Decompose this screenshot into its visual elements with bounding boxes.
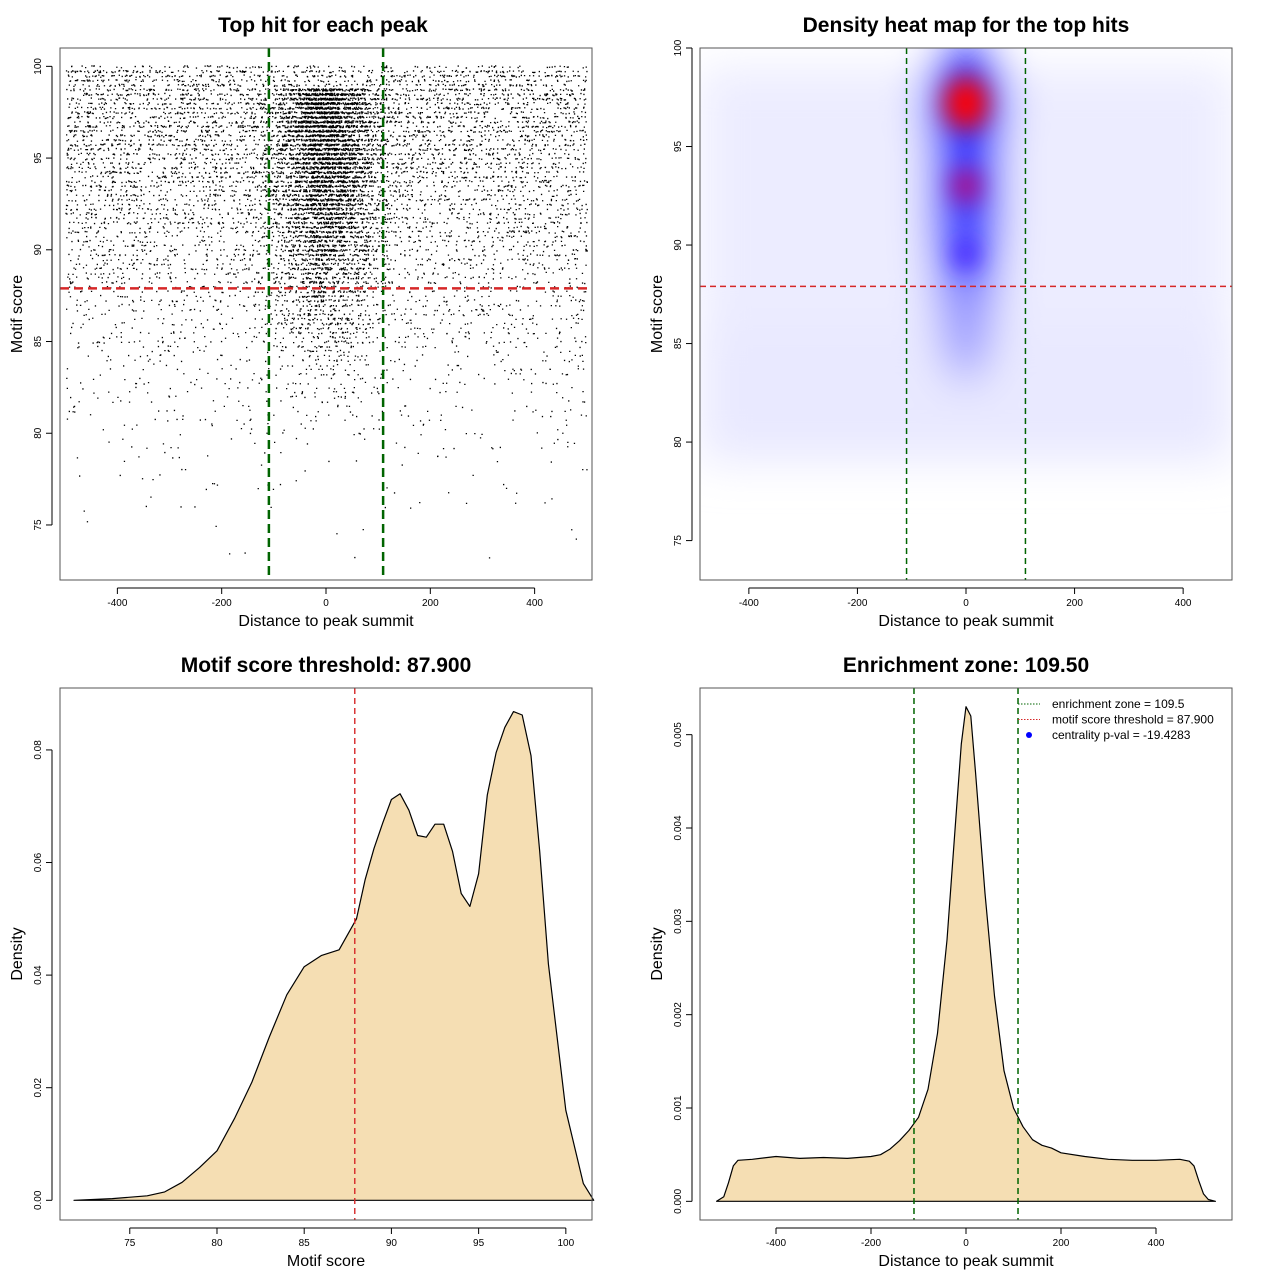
enrichment-density-curve — [716, 706, 1216, 1202]
x-tick-label: 0 — [963, 1238, 969, 1249]
x-tick-label: -200 — [212, 598, 232, 609]
y-tick-label: 0.005 — [673, 722, 684, 747]
scatter-axes: -400 -200 0 200 400 75 80 85 90 95 100 — [33, 58, 543, 609]
x-tick-label: 75 — [124, 1238, 136, 1249]
x-tick-label: 85 — [299, 1238, 311, 1249]
scatter-points — [65, 65, 588, 559]
y-tick-label: 75 — [673, 535, 684, 547]
y-tick-label: 0.06 — [33, 852, 44, 872]
legend-swatch — [1026, 732, 1032, 738]
y-tick-label: 85 — [673, 338, 684, 350]
y-tick-label: 95 — [673, 141, 684, 153]
y-tick-label: 80 — [33, 427, 44, 439]
scatter-point-cloud — [65, 65, 588, 559]
enrichment-density-plot-frame — [699, 687, 1233, 1221]
y-tick-label: 100 — [33, 58, 44, 75]
scatter-plot-frame — [59, 47, 593, 581]
y-tick-label: 85 — [33, 336, 44, 348]
density-area — [716, 706, 1216, 1202]
density-area — [73, 711, 595, 1201]
motif-density-plot-frame — [59, 687, 593, 1221]
x-tick-label: -400 — [107, 598, 127, 609]
scatter-title: Top hit for each peak — [218, 14, 428, 37]
heatmap-hotspots — [943, 77, 989, 267]
motif-density-y-axis-label: Density — [9, 927, 26, 980]
x-tick-label: 80 — [211, 1238, 223, 1249]
x-tick-label: 400 — [526, 598, 543, 609]
enrichment-density-title: Enrichment zone: 109.50 — [843, 654, 1089, 677]
scatter-x-axis-label: Distance to peak summit — [238, 613, 414, 630]
heatmap-hotspot — [955, 242, 977, 267]
x-tick-label: 200 — [1053, 1238, 1070, 1249]
y-tick-label: 75 — [33, 519, 44, 531]
x-tick-label: -200 — [861, 1238, 881, 1249]
x-tick-label: 200 — [1066, 598, 1083, 609]
x-tick-label: -400 — [739, 598, 759, 609]
legend: enrichment zone = 109.5 motif score thres… — [1018, 697, 1214, 742]
y-tick-label: 90 — [673, 239, 684, 251]
x-tick-label: -200 — [847, 598, 867, 609]
heatmap-reference-lines — [700, 48, 1232, 580]
heatmap-x-axis-label: Distance to peak summit — [878, 613, 1054, 630]
heatmap-panel: Density heat map for the top hits -400 -2… — [649, 14, 1233, 630]
heatmap-density — [700, 48, 1232, 462]
x-tick-label: 95 — [473, 1238, 485, 1249]
legend-entry-label: motif score threshold = 87.900 — [1052, 713, 1214, 727]
x-tick-label: 0 — [323, 598, 329, 609]
x-tick-label: 0 — [963, 598, 969, 609]
motif-density-panel: Motif score threshold: 87.900 75 80 85 90 95… — [9, 654, 595, 1270]
scatter-reference-lines — [60, 48, 592, 580]
heatmap-plot-frame — [699, 47, 1233, 581]
x-tick-label: -400 — [766, 1238, 786, 1249]
y-tick-label: 0.08 — [33, 740, 44, 760]
y-tick-label: 0.003 — [673, 908, 684, 933]
enrichment-density-y-axis-label: Density — [649, 927, 666, 980]
x-tick-label: 90 — [386, 1238, 398, 1249]
x-tick-label: 200 — [422, 598, 439, 609]
heatmap-hotspot — [943, 77, 989, 130]
enrichment-density-x-axis-label: Distance to peak summit — [878, 1253, 1054, 1270]
scatter-panel: Top hit for each peak -400 -200 0 200 400 75 8… — [9, 14, 593, 630]
scatter-y-axis-label: Motif score — [9, 275, 26, 353]
y-tick-label: 100 — [673, 39, 684, 56]
y-tick-label: 0.04 — [33, 965, 44, 985]
y-tick-label: 95 — [33, 152, 44, 164]
y-tick-label: 90 — [33, 244, 44, 256]
enrichment-density-reference-lines — [913, 688, 1019, 1220]
motif-density-x-axis-label: Motif score — [287, 1253, 365, 1270]
enrichment-density-axes: -400 -200 0 200 400 0.000 0.001 0.002 0.003 0.004… — [673, 722, 1165, 1249]
y-tick-label: 0.02 — [33, 1078, 44, 1098]
y-tick-label: 0.00 — [33, 1190, 44, 1210]
heatmap-axes: -400 -200 0 200 400 75 80 85 90 95 100 — [673, 39, 1192, 609]
enrichment-density-panel: Enrichment zone: 109.50 -400 -200 0 200 400 0… — [649, 654, 1233, 1270]
y-tick-label: 0.004 — [673, 815, 684, 840]
legend-entry-label: centrality p-val = -19.4283 — [1052, 728, 1191, 742]
y-tick-label: 0.000 — [673, 1188, 684, 1213]
heatmap-y-axis-label: Motif score — [649, 275, 666, 353]
y-tick-label: 0.001 — [673, 1095, 684, 1120]
x-tick-label: 400 — [1175, 598, 1192, 609]
x-tick-label: 400 — [1148, 1238, 1165, 1249]
heatmap-hotspot — [952, 169, 980, 202]
motif-density-title: Motif score threshold: 87.900 — [181, 654, 472, 677]
motif-density-axes: 75 80 85 90 95 100 0.00 0.02 0.04 0.06 0.08 — [33, 740, 575, 1249]
legend-entry-label: enrichment zone = 109.5 — [1052, 697, 1185, 711]
y-tick-label: 80 — [673, 436, 684, 448]
heatmap-density-area — [700, 48, 1232, 462]
motif-density-curve — [73, 711, 595, 1201]
heatmap-title: Density heat map for the top hits — [803, 14, 1130, 37]
y-tick-label: 0.002 — [673, 1002, 684, 1027]
x-tick-label: 100 — [557, 1238, 574, 1249]
